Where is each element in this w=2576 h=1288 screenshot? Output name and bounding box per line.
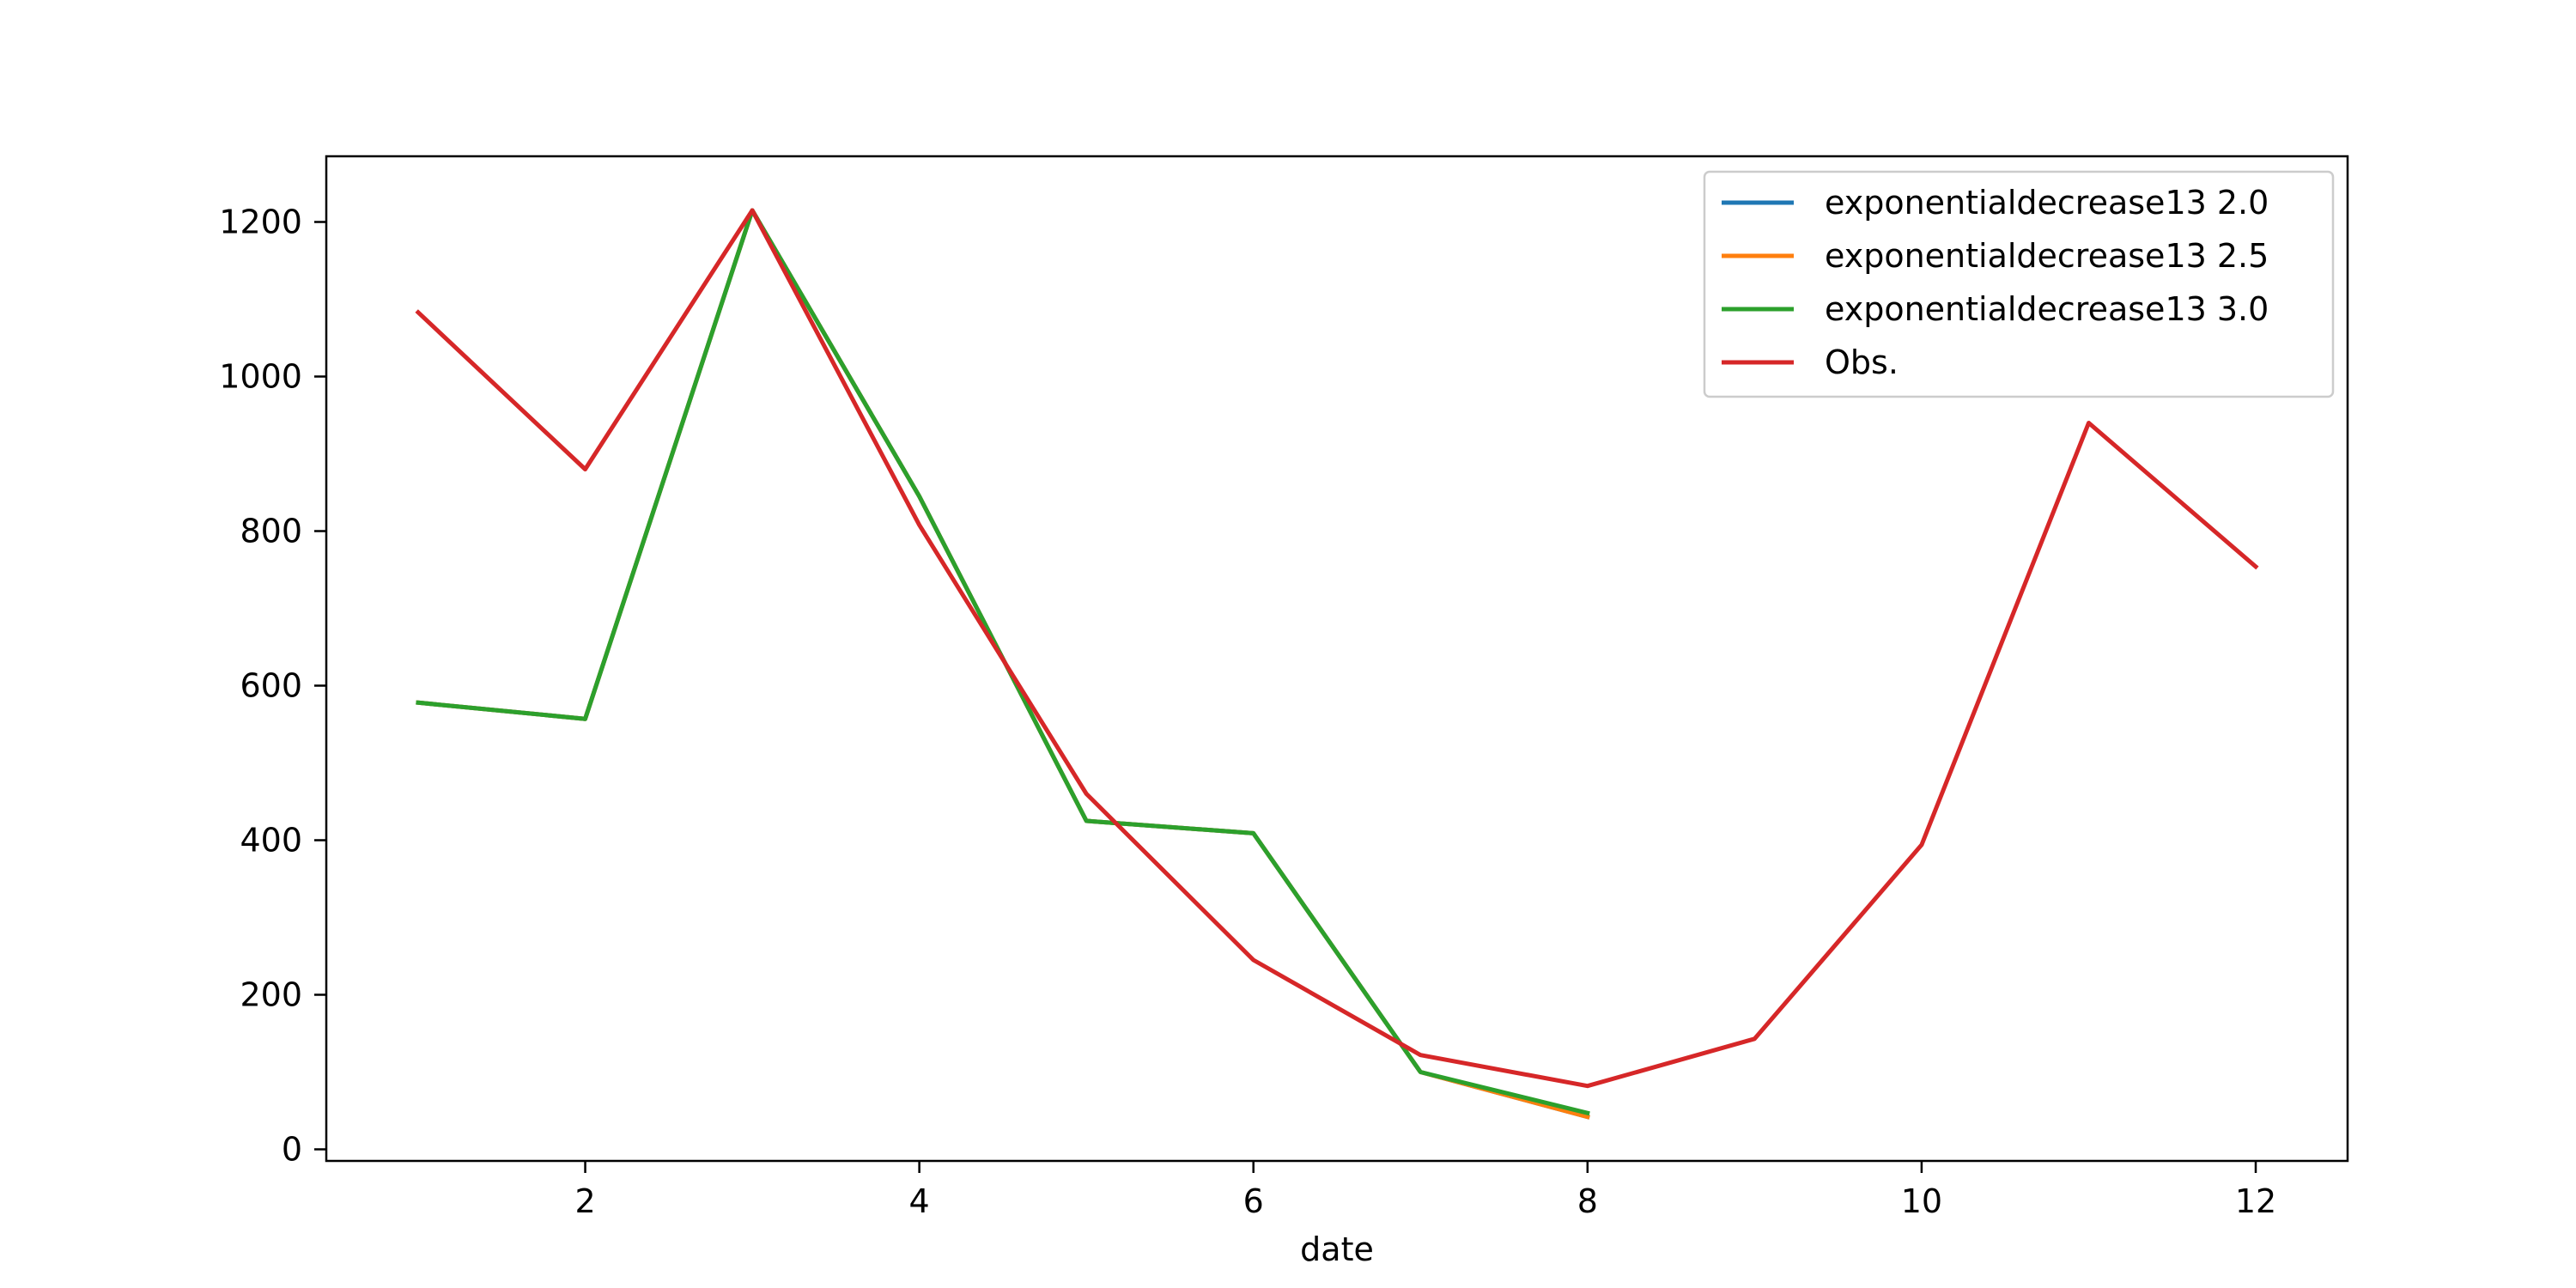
legend-label: exponentialdecrease13 3.0 — [1825, 290, 2269, 328]
y-tick-label: 600 — [240, 667, 302, 705]
y-tick-label: 800 — [240, 513, 302, 550]
series-line-4 — [415, 208, 2259, 1089]
y-tick-label: 0 — [282, 1131, 302, 1169]
legend: exponentialdecrease13 2.0 exponentialdecr… — [1703, 170, 2335, 398]
legend-label: Obs. — [1825, 343, 1899, 381]
x-tick-label: 4 — [909, 1182, 930, 1220]
y-tick-label: 400 — [240, 822, 302, 860]
x-tick-label: 12 — [2235, 1182, 2276, 1220]
x-tick-label: 8 — [1577, 1182, 1598, 1220]
y-tick-label: 200 — [240, 976, 302, 1014]
plot-frame — [325, 155, 2349, 1163]
y-axis: 0 200 400 600 800 1000 1200 — [219, 204, 326, 1169]
y-tick-label: 1000 — [219, 358, 302, 396]
y-tick-label: 1200 — [219, 204, 302, 241]
legend-label: exponentialdecrease13 2.5 — [1825, 237, 2269, 275]
x-tick-label: 6 — [1243, 1182, 1264, 1220]
series-layer — [415, 208, 2259, 1120]
x-axis: 2 4 6 8 10 12 — [574, 1161, 2276, 1220]
legend-label: exponentialdecrease13 2.0 — [1825, 184, 2269, 222]
x-axis-title: date — [1300, 1230, 1374, 1268]
x-tick-label: 10 — [1901, 1182, 1942, 1220]
x-tick-label: 2 — [574, 1182, 595, 1220]
legend-box — [1703, 170, 2335, 398]
